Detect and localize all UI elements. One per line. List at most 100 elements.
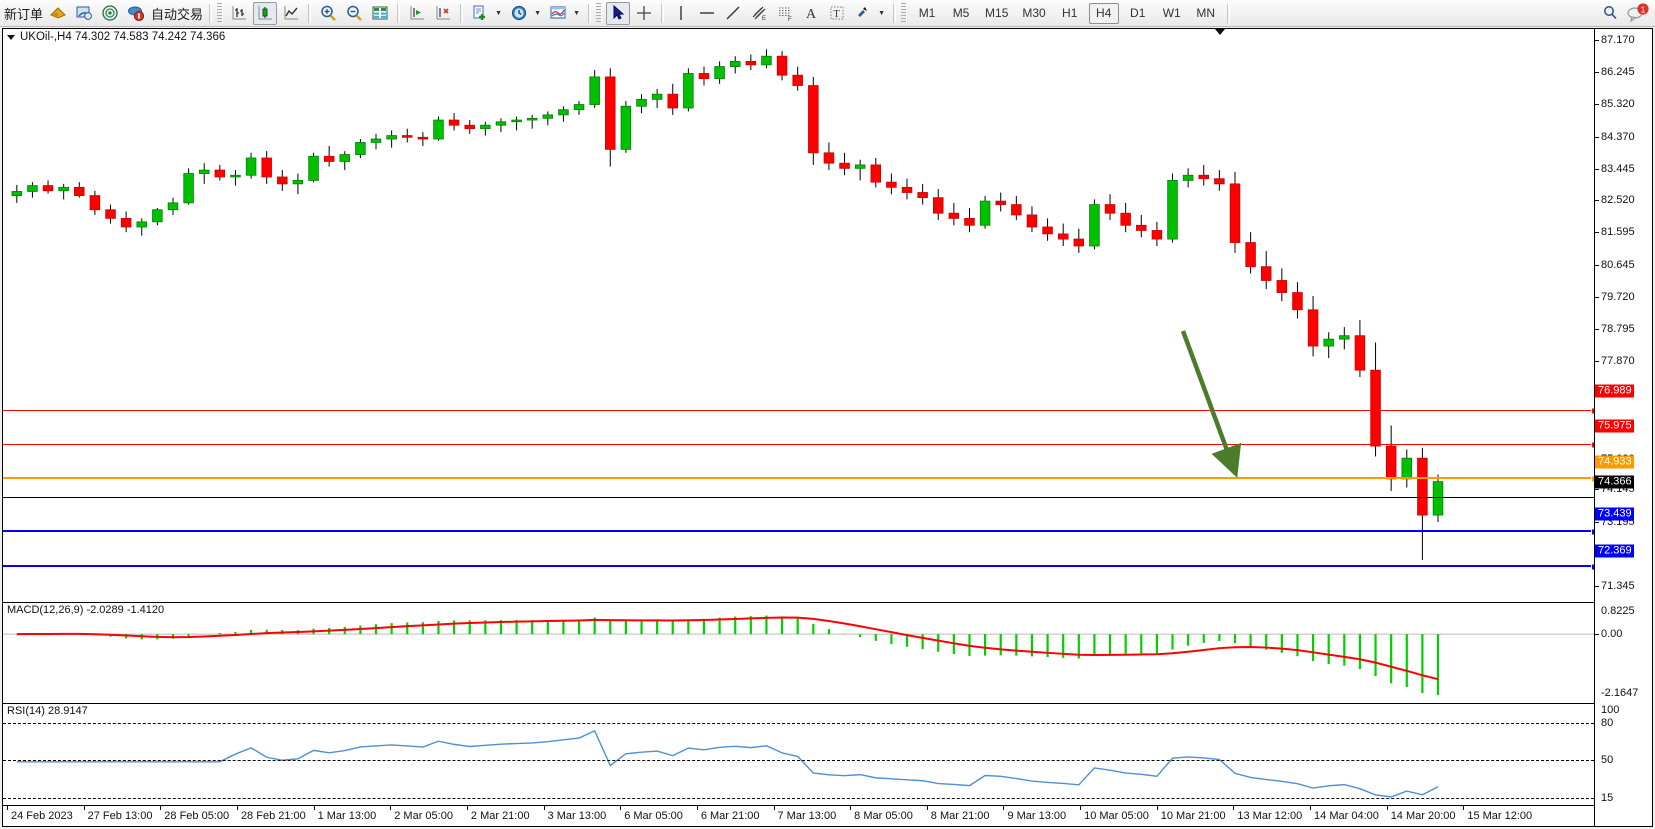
cursor-icon[interactable] [606, 1, 631, 25]
auto-scroll-icon[interactable] [431, 2, 455, 25]
svg-text:F: F [788, 17, 792, 22]
price-level-badge-support[interactable]: 72.369 [1595, 544, 1634, 558]
toolbar-separator [308, 3, 312, 23]
line-chart-icon[interactable] [279, 2, 303, 25]
rsi-indicator-label[interactable]: RSI(14) 28.9147 [7, 705, 88, 717]
timeframe-mn[interactable]: MN [1196, 6, 1216, 20]
svg-text:A: A [806, 7, 817, 22]
autotrade-icon[interactable] [124, 2, 148, 25]
rsi-pane[interactable]: RSI(14) 28.9147 [3, 704, 1594, 806]
pane-divider-price-macd[interactable] [3, 602, 1652, 603]
crosshair-icon[interactable] [632, 2, 656, 25]
price-level-line-resistance-2[interactable] [3, 441, 1594, 449]
macd-indicator-label[interactable]: MACD(12,26,9) -2.0289 -1.4120 [7, 604, 165, 616]
timeframe-d1[interactable]: D1 [1130, 6, 1146, 20]
timeframe-m30[interactable]: M30 [1022, 6, 1046, 20]
toolbar-grip[interactable] [901, 3, 908, 23]
fibonacci-icon[interactable]: F [773, 2, 797, 25]
notification-icon[interactable]: 1 [1624, 2, 1652, 25]
toolbar-separator [588, 3, 592, 23]
chevron-down-icon[interactable]: ▼ [573, 9, 580, 17]
time-axis-label: 13 Mar 12:00 [1237, 810, 1303, 822]
navigator-icon[interactable] [98, 2, 122, 25]
price-pane[interactable] [3, 29, 1594, 602]
price-level-line-resistance-1[interactable] [3, 407, 1594, 415]
toolbar-separator [661, 3, 665, 23]
chevron-down-icon[interactable] [7, 34, 15, 40]
text-label-icon[interactable]: A [799, 2, 823, 25]
horizontal-line-icon[interactable] [695, 2, 719, 25]
price-level-badge-current-price[interactable]: 74.366 [1595, 475, 1634, 489]
time-axis-tick [773, 806, 775, 810]
zoom-in-icon[interactable] [316, 2, 340, 25]
level-handle[interactable] [1591, 407, 1594, 415]
macd-pane[interactable]: MACD(12,26,9) -2.0289 -1.4120 [3, 603, 1594, 703]
chevron-down-icon[interactable]: ▼ [495, 9, 502, 17]
chart-window[interactable]: UKOil-,H4 74.302 74.583 74.242 74.366 [2, 28, 1653, 827]
chart-shift-icon[interactable] [405, 2, 429, 25]
time-axis-label: 27 Feb 13:00 [87, 810, 153, 822]
autotrade-button[interactable]: 自动交易 [151, 7, 204, 23]
time-axis-tick [1003, 806, 1005, 810]
data-grid-icon[interactable] [368, 2, 392, 25]
chevron-down-icon[interactable]: ▼ [534, 9, 541, 17]
chart-title-bar[interactable]: UKOil-,H4 74.302 74.583 74.242 74.366 [3, 29, 225, 45]
time-axis-tick [1310, 806, 1312, 810]
price-level-line-support-1[interactable] [3, 528, 1594, 536]
price-level-line-pivot[interactable] [3, 475, 1594, 483]
text-box-icon[interactable]: T [825, 2, 849, 25]
pane-divider-macd-rsi[interactable] [3, 703, 1652, 704]
price-axis-label: 82.520 [1601, 194, 1635, 207]
time-axis-label: 9 Mar 13:00 [1007, 810, 1067, 822]
price-level-badge-pivot[interactable]: 74.933 [1595, 455, 1634, 469]
time-axis-label: 2 Mar 21:00 [470, 810, 530, 822]
data-window-icon[interactable] [72, 2, 96, 25]
rsi-level-15-line [3, 798, 1594, 799]
timeframe-w1[interactable]: W1 [1162, 6, 1181, 20]
price-level-badge-resistance[interactable]: 76.989 [1595, 384, 1634, 398]
expert-advisors-icon[interactable] [46, 2, 70, 25]
main-toolbar: 新订单 [0, 0, 1655, 27]
timeframe-m15[interactable]: M15 [985, 6, 1009, 20]
toolbar-grip[interactable] [217, 3, 224, 23]
time-axis-label: 6 Mar 05:00 [624, 810, 683, 822]
price-axis-label: 77.870 [1601, 354, 1635, 367]
chart-scroll-marker[interactable] [1215, 29, 1225, 35]
candlestick-chart-icon[interactable] [253, 1, 278, 25]
search-icon[interactable] [1598, 2, 1622, 25]
toolbar-grip[interactable] [596, 3, 603, 23]
price-level-line-support-2[interactable] [3, 563, 1594, 571]
timeframe-h4[interactable]: H4 [1088, 2, 1119, 24]
time-axis[interactable]: 24 Feb 2023 27 Feb 13:00 28 Feb 05:00 28 Fe… [3, 805, 1594, 826]
indicators-icon[interactable] [546, 2, 570, 25]
timeframe-m5[interactable]: M5 [952, 6, 970, 20]
zoom-out-icon[interactable] [342, 2, 366, 25]
time-axis-label: 28 Feb 05:00 [164, 810, 230, 822]
time-axis-tick [620, 806, 622, 810]
svg-text:E: E [762, 16, 766, 22]
time-axis-tick [1156, 806, 1158, 810]
equidistant-channel-icon[interactable]: E [747, 2, 771, 25]
price-axis-tick [1595, 360, 1599, 362]
arrows-icon[interactable] [851, 2, 875, 25]
price-axis[interactable]: 87.170 86.245 85.320 84.370 83.445 82.520 81.5… [1594, 29, 1652, 826]
level-handle[interactable] [1591, 475, 1594, 483]
timeframe-m1[interactable]: M1 [918, 6, 936, 20]
level-handle[interactable] [1591, 528, 1594, 536]
new-chart-icon[interactable] [468, 2, 492, 25]
toolbar-separator [893, 3, 897, 23]
timeframe-h1[interactable]: H1 [1062, 6, 1078, 20]
new-order-button[interactable]: 新订单 [4, 7, 44, 23]
price-level-badge-resistance[interactable]: 75.975 [1595, 419, 1634, 433]
period-clock-icon[interactable] [507, 2, 531, 25]
time-axis-tick [160, 806, 162, 810]
vertical-line-icon[interactable] [669, 2, 693, 25]
level-handle[interactable] [1591, 441, 1594, 449]
level-handle[interactable] [1591, 563, 1594, 571]
price-level-badge-support[interactable]: 73.439 [1595, 507, 1634, 521]
trendline-icon[interactable] [721, 2, 745, 25]
bar-chart-icon[interactable] [227, 2, 251, 25]
macd-axis-tick [1595, 633, 1599, 635]
chevron-down-icon[interactable]: ▼ [878, 9, 885, 17]
price-axis-tick [1595, 71, 1599, 73]
